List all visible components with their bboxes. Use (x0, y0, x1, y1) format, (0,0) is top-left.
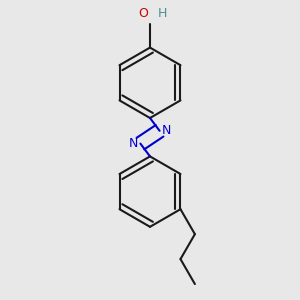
Text: N: N (129, 137, 138, 150)
Text: N: N (162, 124, 171, 137)
Text: O: O (139, 7, 148, 20)
Text: H: H (158, 7, 167, 20)
